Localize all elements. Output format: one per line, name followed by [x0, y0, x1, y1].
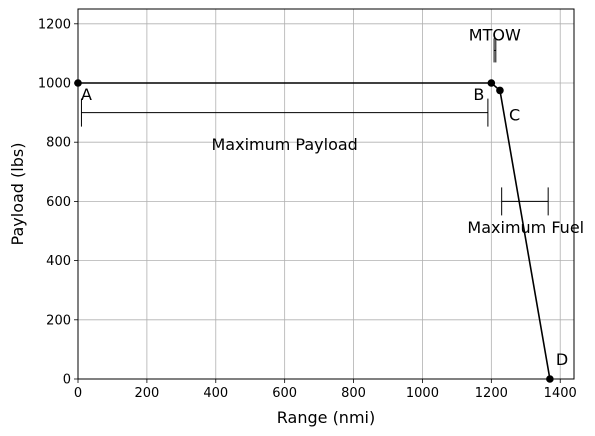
point-label-b: B: [473, 85, 484, 104]
grid-lines: [77, 9, 574, 380]
y-tick-label: 600: [46, 195, 71, 210]
x-tick-label: 400: [203, 386, 228, 401]
annotations-layer: Maximum Payload Maximum Fuel MTOW: [80, 26, 584, 237]
y-tick-label: 800: [46, 136, 71, 151]
x-tick-label: 600: [272, 386, 297, 401]
y-tick-label: 0: [63, 373, 71, 388]
annotation-label-maximum-payload: Maximum Payload: [212, 135, 358, 154]
point-marker-b: [487, 79, 496, 87]
x-tick-label: 0: [74, 386, 82, 401]
series-line: [78, 82, 551, 380]
annotation-label-maximum-fuel: Maximum Fuel: [467, 218, 584, 237]
x-axis-label: Range (nmi): [277, 408, 375, 427]
y-tick-label: 1000: [38, 77, 71, 92]
plot-frame: [77, 8, 575, 380]
y-tick-label: 200: [46, 313, 71, 328]
y-axis-label: Payload (lbs): [8, 143, 27, 246]
y-tick-label: 1200: [38, 17, 71, 32]
x-tick-label: 1400: [544, 386, 577, 401]
y-tick-label: 400: [46, 254, 71, 269]
axis-ticks: 0 200 400 600 800 1000 1200 1400 0 200 400 600 800 10…: [38, 17, 577, 401]
point-label-d: D: [556, 350, 568, 369]
x-tick-label: 800: [341, 386, 366, 401]
point-label-a: A: [81, 85, 92, 104]
annotation-label-mtow: MTOW: [469, 26, 521, 45]
x-tick-label: 1200: [475, 386, 508, 401]
x-tick-label: 200: [134, 386, 159, 401]
series-layer: A B C D: [74, 79, 568, 383]
x-tick-label: 1000: [406, 386, 439, 401]
point-label-c: C: [509, 105, 520, 124]
point-marker-c: [496, 86, 504, 95]
